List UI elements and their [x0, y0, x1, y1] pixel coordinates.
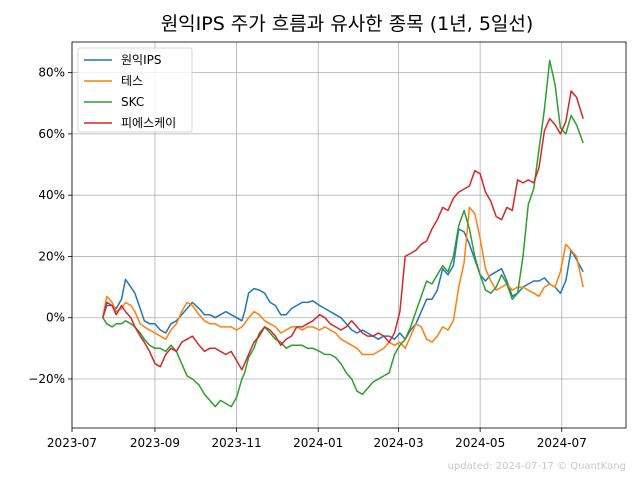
series-line-0 — [102, 228, 584, 340]
legend-label-0: 원익IPS — [121, 53, 161, 67]
series-line-2 — [102, 59, 584, 408]
x-axis: 2023-07 2023-09 2023-11 2024-01 2024-03 2024-… — [47, 428, 587, 450]
footer-credit: updated: 2024-07-17 © QuantKang — [448, 461, 626, 472]
legend: 원익IPS 테스 SKC 피에스케이 — [77, 47, 193, 133]
y-tick-label: 60% — [38, 127, 65, 141]
legend-label-3: 피에스케이 — [121, 116, 176, 130]
x-tick-label: 2024-03 — [373, 436, 423, 450]
plot-frame — [71, 41, 627, 429]
series-lines — [102, 59, 584, 408]
y-tick-label: 20% — [38, 249, 65, 263]
x-tick-label: 2023-09 — [130, 436, 180, 450]
y-tick-label: 80% — [38, 66, 65, 80]
grid-lines — [71, 42, 626, 428]
x-tick-label: 2024-01 — [293, 436, 343, 450]
y-axis: −20% 0% 20% 40% 60% 80% — [28, 66, 72, 386]
x-tick-label: 2023-07 — [47, 436, 97, 450]
legend-label-2: SKC — [121, 95, 144, 109]
y-tick-label: 40% — [38, 188, 65, 202]
legend-label-1: 테스 — [121, 74, 143, 88]
y-tick-label: −20% — [28, 372, 65, 386]
chart-title: 원익IPS 주가 흐름과 유사한 종목 (1년, 5일선) — [161, 13, 534, 35]
x-tick-label: 2024-07 — [537, 436, 587, 450]
legend-box — [77, 47, 193, 133]
x-tick-label: 2023-11 — [212, 436, 262, 450]
x-tick-label: 2024-05 — [455, 436, 505, 450]
series-line-1 — [102, 206, 584, 356]
series-line-3 — [102, 90, 584, 371]
y-tick-label: 0% — [46, 311, 65, 325]
